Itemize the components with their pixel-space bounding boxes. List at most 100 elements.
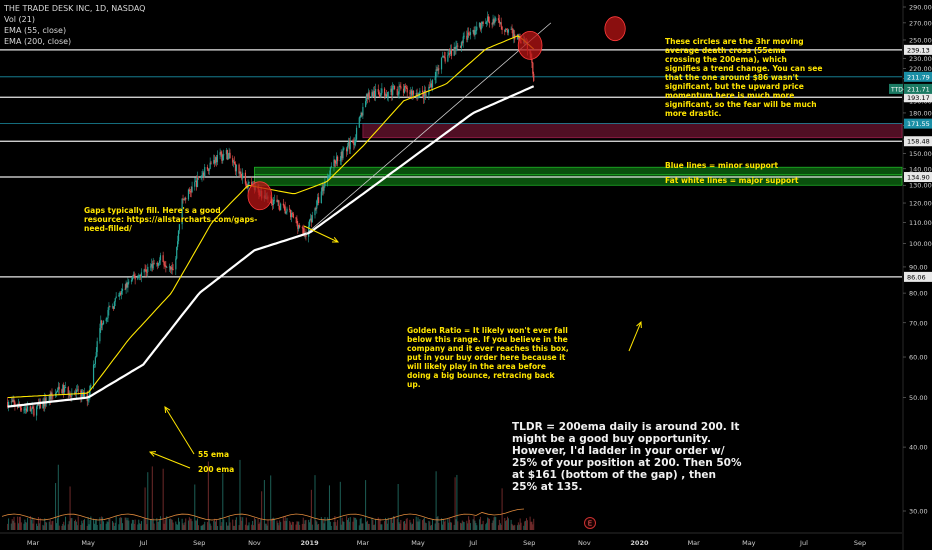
volume-bar bbox=[460, 522, 462, 530]
volume-bar bbox=[316, 521, 318, 530]
volume-bar bbox=[62, 523, 64, 530]
candle-body bbox=[474, 30, 476, 36]
volume-bar bbox=[315, 520, 317, 530]
candle-body bbox=[386, 96, 388, 98]
volume-bar bbox=[222, 473, 224, 530]
candle-body bbox=[195, 180, 198, 187]
volume-bar bbox=[405, 518, 407, 530]
candle-body bbox=[410, 90, 412, 94]
candle-body bbox=[26, 408, 28, 412]
candle-body bbox=[222, 155, 224, 161]
volume-bar bbox=[112, 522, 114, 530]
volume-bar bbox=[178, 521, 180, 530]
candle-body bbox=[467, 32, 469, 40]
volume-bar bbox=[127, 517, 129, 530]
volume-bar bbox=[403, 520, 405, 530]
volume-bar bbox=[253, 525, 255, 530]
volume-bar bbox=[290, 522, 292, 530]
volume-average-line bbox=[1, 508, 525, 521]
candle-body bbox=[421, 90, 424, 93]
y-tick-label: 120.00 bbox=[909, 200, 932, 208]
volume-bar bbox=[208, 519, 210, 530]
volume-bar bbox=[163, 523, 165, 530]
candle-body bbox=[387, 91, 389, 97]
candle-body bbox=[457, 45, 459, 47]
volume-bar bbox=[108, 518, 110, 530]
volume-bar bbox=[74, 521, 76, 530]
volume-bar bbox=[195, 520, 197, 530]
volume-bar bbox=[241, 520, 243, 530]
volume-bar bbox=[297, 521, 299, 530]
volume-bar bbox=[398, 522, 400, 530]
candle-body bbox=[124, 288, 126, 290]
volume-bar bbox=[524, 521, 526, 530]
candle-body bbox=[360, 112, 362, 117]
candle-body bbox=[329, 167, 331, 176]
volume-bar bbox=[531, 521, 533, 530]
volume-bar bbox=[493, 517, 495, 530]
volume-bar bbox=[239, 459, 241, 530]
volume-bar bbox=[435, 471, 437, 530]
volume-bar bbox=[13, 516, 15, 530]
volume-bar bbox=[479, 516, 481, 530]
candle-body bbox=[305, 233, 307, 237]
volume-bar bbox=[512, 525, 514, 530]
candle-body bbox=[299, 225, 301, 228]
candle-body bbox=[476, 26, 478, 31]
candle-body bbox=[334, 159, 336, 163]
candle-body bbox=[219, 152, 221, 156]
candle-body bbox=[17, 405, 19, 408]
volume-bar bbox=[102, 517, 104, 530]
volume-bar bbox=[461, 520, 463, 530]
volume-bar bbox=[216, 525, 218, 530]
level-price-box bbox=[904, 271, 932, 282]
volume-bar bbox=[46, 522, 48, 530]
volume-bar bbox=[301, 523, 303, 530]
candle-body bbox=[111, 306, 114, 308]
volume-bar bbox=[259, 522, 261, 530]
candle-body bbox=[14, 402, 16, 406]
candle-body bbox=[347, 142, 350, 147]
volume-bar bbox=[482, 520, 484, 530]
level-price-label: 134.90 bbox=[907, 174, 930, 182]
candle-body bbox=[64, 387, 67, 389]
candle-body bbox=[475, 30, 477, 32]
level-price-label: 171.55 bbox=[907, 120, 930, 128]
volume-bar bbox=[57, 464, 59, 530]
y-tick-label: 40.00 bbox=[909, 444, 928, 452]
volume-bar bbox=[24, 519, 26, 530]
volume-bar bbox=[240, 517, 242, 530]
candle-body bbox=[80, 390, 82, 399]
volume-bar bbox=[352, 521, 354, 530]
volume-bar bbox=[37, 525, 39, 530]
volume-bar bbox=[245, 517, 247, 530]
candle-body bbox=[444, 57, 446, 62]
volume-bar bbox=[168, 518, 170, 530]
volume-bar bbox=[29, 516, 31, 530]
volume-bar bbox=[367, 523, 369, 530]
legend-ema200: EMA (200, close) bbox=[4, 37, 72, 46]
candle-body bbox=[32, 406, 34, 409]
candle-body bbox=[183, 198, 185, 200]
volume-bar bbox=[128, 520, 130, 530]
candle-body bbox=[36, 406, 38, 416]
volume-bar bbox=[77, 516, 79, 530]
volume-bar bbox=[115, 516, 117, 530]
candle-body bbox=[385, 94, 387, 97]
volume-bar bbox=[298, 521, 300, 530]
volume-bar bbox=[371, 517, 373, 530]
candle-body bbox=[341, 151, 343, 159]
y-axis: 290.00270.00250.00230.00220.00210.00200.… bbox=[889, 0, 932, 550]
volume-bar bbox=[480, 524, 482, 530]
x-tick-label: Jul bbox=[799, 539, 808, 547]
level-price-box bbox=[904, 172, 932, 183]
candle-body bbox=[491, 23, 493, 25]
candle-body bbox=[532, 62, 534, 74]
level-price-box bbox=[904, 118, 932, 129]
candle-body bbox=[498, 20, 500, 24]
level-price-label: 158.48 bbox=[907, 138, 930, 146]
candle-body bbox=[125, 283, 127, 290]
candle-body bbox=[82, 392, 84, 393]
volume-bar bbox=[150, 519, 152, 530]
